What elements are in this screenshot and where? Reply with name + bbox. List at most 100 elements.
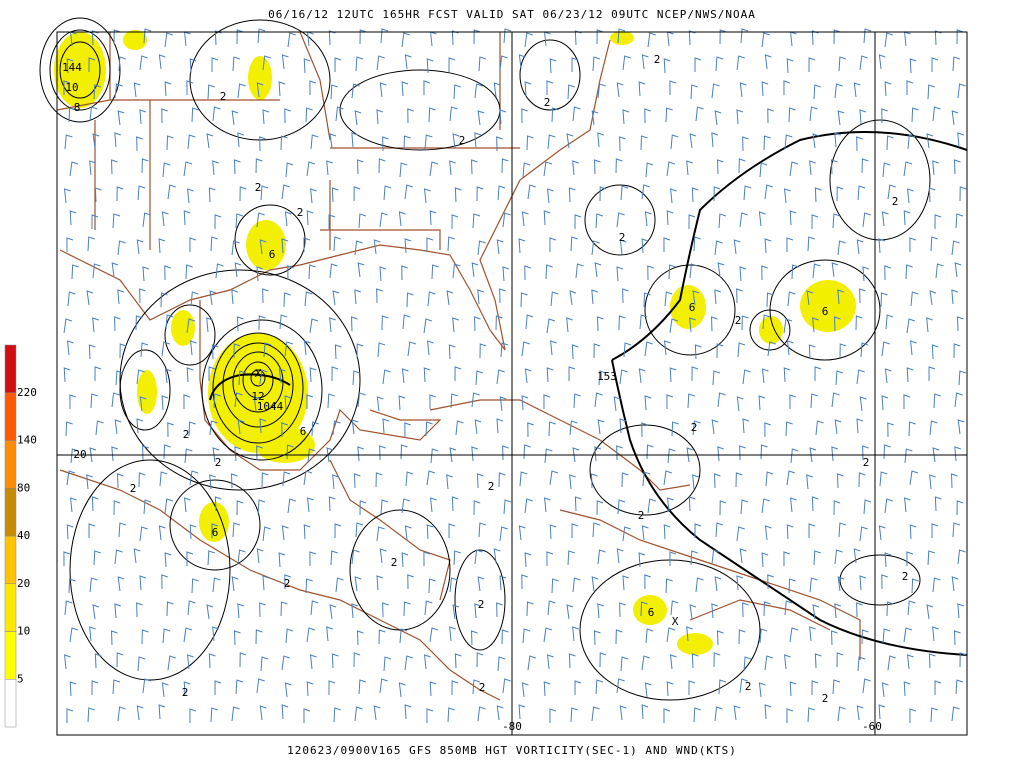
contour-label: 2 [215, 456, 222, 469]
wind-barb [669, 367, 677, 383]
wind-barb [373, 705, 381, 721]
wind-barb [327, 393, 335, 409]
wind-barb [309, 188, 317, 204]
wind-barb [857, 185, 866, 201]
wind-barb [786, 524, 794, 540]
wind-barb [839, 343, 847, 359]
wind-barb [593, 343, 601, 359]
wind-barb [638, 368, 646, 384]
contour-label: 2 [745, 680, 752, 693]
wind-barb [546, 188, 554, 204]
wind-barb [354, 240, 363, 256]
wind-barb [903, 210, 911, 226]
wind-barb [427, 291, 436, 307]
wind-barb [812, 317, 819, 333]
wind-barb [645, 162, 654, 178]
wind-barb [258, 315, 266, 331]
wind-barb [739, 266, 747, 282]
wind-barb [622, 575, 630, 591]
wind-barb [477, 240, 486, 256]
wind-barb [862, 212, 871, 228]
wind-barb [574, 680, 582, 696]
colorbar-label: 80 [17, 481, 30, 494]
wind-barb [356, 159, 364, 175]
wind-barb [429, 627, 439, 643]
wind-barb [262, 55, 271, 71]
wind-barb [358, 213, 367, 229]
wind-barb [142, 212, 151, 228]
wind-barb [215, 263, 224, 279]
contour-label: 2 [130, 482, 137, 495]
wind-barb [690, 84, 698, 100]
wind-barb [688, 496, 696, 512]
wind-barb [376, 396, 384, 412]
wind-barb [186, 80, 194, 96]
wind-barb [887, 422, 894, 438]
wind-barb [566, 604, 574, 620]
contour-label: 2 [488, 480, 495, 493]
wind-barb [406, 292, 414, 308]
wind-barb [428, 107, 436, 123]
wind-barb [163, 444, 171, 460]
wind-barb [404, 184, 413, 200]
wind-barb [136, 136, 143, 152]
wind-barb [931, 344, 939, 360]
wind-barb [884, 32, 893, 48]
wind-barb [307, 448, 316, 464]
wind-barb [114, 603, 121, 619]
wind-barb [742, 136, 749, 152]
wind-barb [523, 444, 531, 460]
wind-barb [398, 211, 406, 227]
wind-barb [543, 627, 553, 643]
wind-barb [496, 602, 503, 618]
wind-barb [214, 496, 222, 512]
colorbar-label: 140 [17, 434, 37, 447]
wind-barb [474, 419, 482, 435]
wind-barb [404, 704, 412, 720]
wind-barb [88, 523, 96, 539]
wind-barb [619, 418, 627, 434]
wind-barb [162, 162, 171, 178]
wind-barb [141, 158, 149, 174]
wind-barb [545, 264, 553, 280]
wind-barb [951, 110, 959, 126]
wind-barb [303, 524, 311, 540]
contour-label: 8 [74, 101, 81, 114]
wind-barb [383, 656, 392, 672]
wind-barb [598, 370, 607, 386]
wind-barb [761, 552, 769, 568]
wind-barb [663, 58, 671, 74]
wind-barb [857, 656, 866, 672]
wind-barb [430, 448, 439, 464]
wind-barb [280, 135, 288, 151]
wind-barb [187, 134, 196, 150]
wind-barb [357, 446, 364, 462]
wind-barb [206, 317, 213, 333]
contour-label: 2 [619, 231, 626, 244]
wind-barb [399, 628, 408, 644]
colorbar-label: 5 [17, 672, 24, 685]
wind-barb [446, 474, 453, 490]
wind-barb [764, 525, 772, 541]
wind-barb [382, 418, 390, 434]
wind-barb [546, 80, 554, 96]
wind-barb [499, 396, 507, 412]
wind-barb [789, 497, 797, 513]
wind-barb [903, 497, 911, 513]
wind-barb [692, 474, 699, 490]
wind-barb [903, 161, 913, 177]
wind-barb [761, 32, 770, 48]
wind-barb [547, 600, 556, 616]
wind-barb [951, 240, 960, 256]
wind-barb [208, 653, 216, 669]
colorbar-swatch [4, 583, 17, 632]
wind-barb [666, 497, 674, 513]
wind-barb [255, 629, 263, 645]
wind-barb [448, 523, 456, 539]
wind-barb [930, 707, 938, 723]
wind-barb [332, 474, 339, 490]
wind-barb [407, 341, 416, 357]
wind-barb [237, 549, 246, 565]
wind-barb [404, 54, 412, 70]
wind-barb [833, 316, 841, 332]
